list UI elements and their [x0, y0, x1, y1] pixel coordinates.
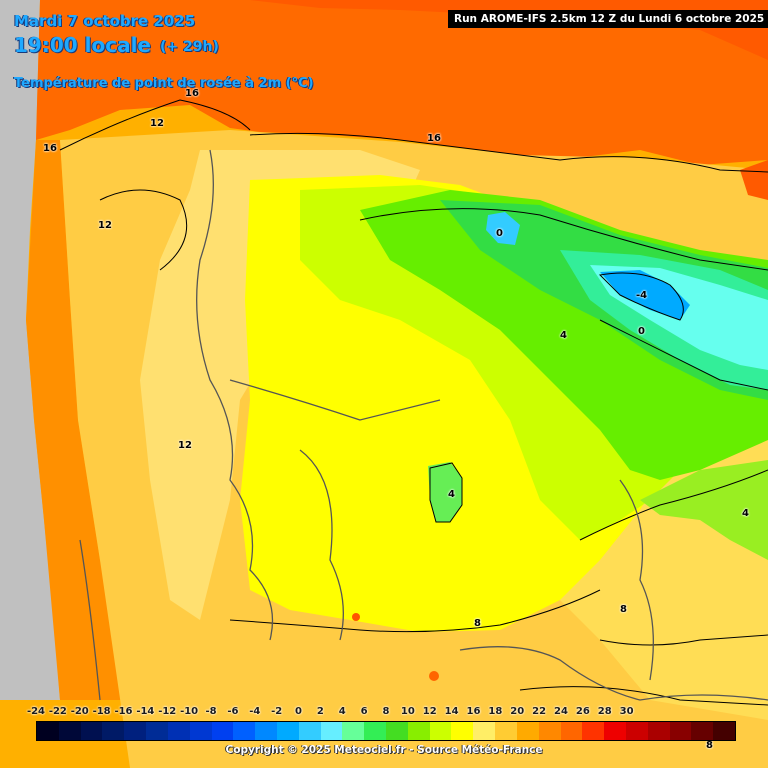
legend-swatch	[713, 722, 735, 740]
legend-swatch	[146, 722, 168, 740]
legend-tick: -14	[136, 706, 155, 717]
legend-swatch	[211, 722, 234, 740]
legend-swatch	[80, 722, 103, 740]
contour-label: 0	[496, 228, 503, 239]
run-info-banner: Run AROME-IFS 2.5km 12 Z du Lundi 6 octo…	[448, 10, 768, 28]
legend-swatch	[233, 722, 256, 740]
legend-tick: -4	[249, 706, 261, 717]
forecast-date: Mardi 7 octobre 2025	[14, 12, 196, 30]
contour-label: 4	[448, 489, 455, 500]
legend-swatch	[538, 722, 561, 740]
legend-swatch	[647, 722, 670, 740]
legend-swatch	[255, 722, 277, 740]
legend-swatch	[582, 722, 605, 740]
legend-tick: -2	[271, 706, 283, 717]
legend-swatch	[407, 722, 430, 740]
legend-swatch	[386, 722, 408, 740]
contour-label: -4	[636, 290, 648, 301]
legend-swatch	[429, 722, 452, 740]
copyright-notice: Copyright © 2025 Meteociel.fr - Source M…	[225, 744, 543, 756]
contour-label: 0	[638, 326, 645, 337]
legend-swatch	[276, 722, 299, 740]
legend-swatch	[167, 722, 190, 740]
legend-tick: 26	[575, 706, 590, 717]
legend-swatch	[102, 722, 125, 740]
legend-tick: -22	[48, 706, 67, 717]
legend-swatch	[364, 722, 386, 740]
legend-swatch	[320, 722, 343, 740]
ocean-area	[0, 0, 60, 700]
contour-label: 12	[150, 118, 164, 129]
legend-tick: 8	[382, 706, 390, 717]
legend-tick: 30	[619, 706, 634, 717]
legend-tick: -16	[114, 706, 133, 717]
legend-swatch	[495, 722, 517, 740]
legend-swatch	[604, 722, 626, 740]
forecast-time: 19:00 locale	[14, 33, 151, 57]
legend-tick: -20	[70, 706, 89, 717]
legend-tick: -24	[26, 706, 46, 717]
legend-swatch	[37, 722, 59, 740]
forecast-lead-time: (+ 29h)	[160, 39, 219, 55]
legend-tick: -6	[227, 706, 239, 717]
contour-label: 16	[185, 88, 199, 99]
legend-swatch	[669, 722, 692, 740]
legend-tick: -12	[158, 706, 177, 717]
legend-tick: 22	[532, 706, 547, 717]
legend-tick: -10	[180, 706, 199, 717]
legend-tick: -18	[92, 706, 111, 717]
legend-tick: 20	[510, 706, 525, 717]
legend-swatch	[58, 722, 81, 740]
legend-swatch	[298, 722, 321, 740]
parameter-title: Température de point de rosée à 2m (°C)	[14, 76, 314, 91]
legend-swatch	[473, 722, 496, 740]
legend-swatch	[516, 722, 539, 740]
legend-tick: 12	[422, 706, 437, 717]
legend-tick: 24	[554, 706, 568, 717]
legend-swatch	[189, 722, 212, 740]
color-scale-bar	[36, 721, 736, 741]
legend-tick: 28	[597, 706, 612, 717]
legend-swatch	[124, 722, 147, 740]
sea-band	[0, 0, 768, 165]
legend-tick: 18	[488, 706, 503, 717]
legend-swatch	[342, 722, 365, 740]
legend-tick: 4	[338, 706, 346, 717]
legend-tick: 2	[316, 706, 324, 717]
legend-tick: 10	[400, 706, 415, 717]
legend-tick: 6	[360, 706, 368, 717]
legend-tick: -8	[205, 706, 217, 717]
legend-swatch	[560, 722, 583, 740]
contour-label: 8	[474, 618, 481, 629]
contour-label: 16	[427, 133, 441, 144]
contour-label: 8	[706, 740, 713, 751]
contour-label: 12	[178, 440, 192, 451]
legend-tick: 16	[466, 706, 481, 717]
legend-swatch	[625, 722, 648, 740]
contour-label: 12	[98, 220, 112, 231]
contour-label: 4	[742, 508, 749, 519]
contour-label: 4	[560, 330, 567, 341]
legend-tick-labels: -24 -22 -20 -18 -16 -14 -12 -10 -8 -6 -4 -2 0 2 4 6 8 10 1…	[27, 706, 736, 720]
legend-swatch	[451, 722, 474, 740]
legend-tick: 0	[295, 706, 302, 717]
contour-label: 16	[43, 143, 57, 154]
contour-label: 8	[620, 604, 627, 615]
legend-tick: 14	[444, 706, 459, 717]
legend-swatch	[691, 722, 714, 740]
